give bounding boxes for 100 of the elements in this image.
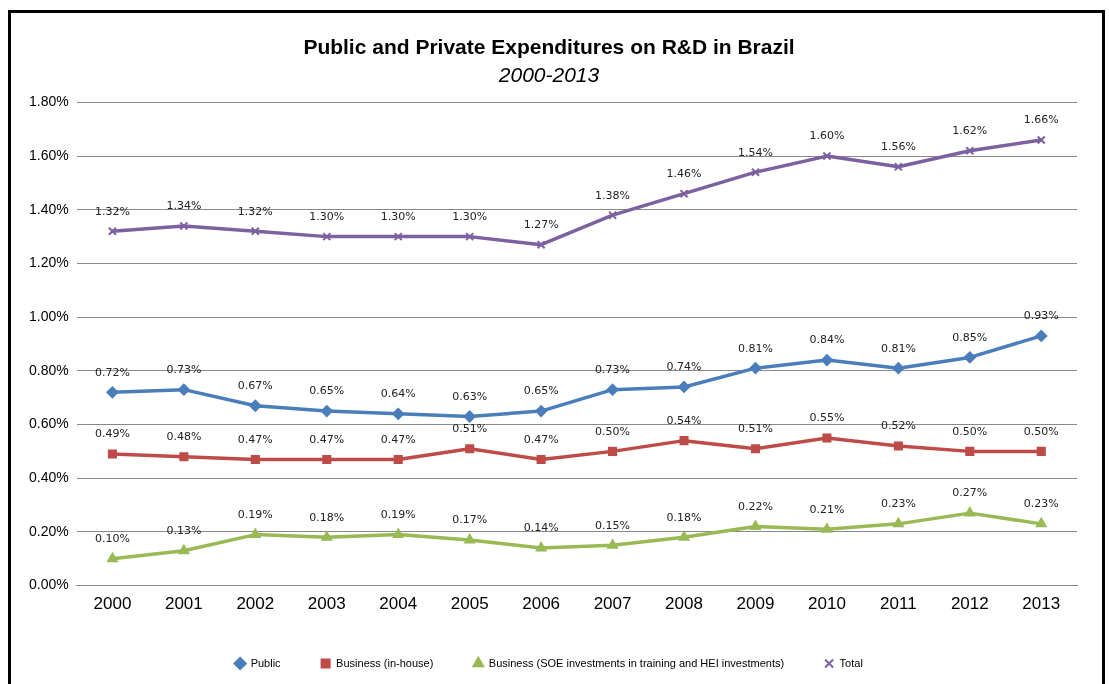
point [608,210,618,220]
point [107,449,117,459]
data-label: 0.47% [237,432,273,446]
data-label: 0.10% [94,532,130,546]
data-label: 0.51% [738,422,773,436]
point [106,386,119,399]
data-label: 0.15% [595,518,631,532]
point [1035,329,1048,342]
point [465,444,475,454]
point [107,552,118,563]
data-label: 0.55% [809,411,845,425]
point [392,407,405,420]
data-label: 0.54% [666,414,702,427]
y-tick-label: 1.40% [28,200,69,217]
point [678,531,690,541]
data-label: 0.50% [595,424,631,438]
point [679,189,689,199]
data-label: 1.38% [595,188,631,202]
point [750,520,761,531]
x-tick-label: 2009 [736,594,775,614]
data-label: 0.81% [738,341,773,355]
legend-label: Total [839,656,863,669]
data-label: 1.30% [380,209,416,223]
y-tick-label: 0.60% [28,415,69,432]
point [321,531,333,541]
data-label: 0.19% [380,507,416,521]
data-label: 0.14% [523,521,559,535]
point [892,362,905,375]
data-label: 0.74% [666,360,702,374]
data-label: 0.65% [523,384,559,398]
y-tick-label: 1.20% [28,254,69,271]
point [536,454,546,464]
point [893,162,903,172]
x-tick-label: 2008 [665,594,703,614]
data-label: 1.30% [452,209,488,223]
data-label: 0.50% [952,424,988,438]
data-label: 0.21% [809,502,845,516]
data-label: 0.47% [523,432,559,446]
point [249,399,262,412]
x-tick-label: 2006 [522,594,561,614]
y-tick-label: 1.60% [28,146,69,163]
point [464,533,475,544]
point [822,151,832,161]
data-label: 0.52% [880,419,916,433]
data-label: 1.56% [880,140,916,154]
data-label: 1.62% [952,124,988,138]
data-label: 0.65% [309,384,345,398]
x-tick-label: 2005 [450,594,489,614]
legend-label: Public [250,656,282,669]
data-label: 0.23% [880,497,916,511]
x-tick-label: 2004 [379,594,418,614]
data-label: 0.50% [1023,424,1059,438]
data-label: 0.49% [94,427,130,441]
point [320,405,333,418]
x-tick-label: 2000 [93,594,132,614]
point [1036,135,1046,145]
point [393,454,403,464]
data-label: 1.32% [94,204,130,218]
x-tick-label: 2013 [1022,594,1061,614]
data-label: 1.32% [237,204,273,218]
point [963,351,976,364]
point [608,446,618,456]
point [965,146,975,156]
data-label: 0.18% [309,510,345,524]
point [535,542,547,552]
data-label: 1.54% [738,145,773,159]
data-label: 0.13% [166,524,202,538]
x-tick-label: 2012 [950,594,989,614]
data-label: 0.72% [94,365,130,379]
point [322,232,332,242]
point [749,362,762,375]
point [322,454,332,464]
point [393,232,403,242]
data-label: 0.63% [452,389,488,403]
x-tick-label: 2001 [164,594,203,614]
point [179,452,189,462]
x-tick-label: 2007 [593,594,632,614]
data-label: 0.84% [809,333,845,347]
point [177,383,190,396]
data-label: 0.85% [952,330,988,344]
chart-title: Public and Private Expenditures on R&D in Brazil [303,35,795,59]
data-label: 1.66% [1023,113,1059,127]
legend-label: Business (SOE investments in training and HEI investments) [488,656,785,669]
data-label: 0.47% [380,432,416,446]
point [820,354,833,367]
point [750,167,761,177]
point [965,446,975,456]
data-label: 1.60% [809,129,845,143]
legend-label: Business (in-house) [336,656,434,669]
point [536,240,546,250]
point [893,441,903,451]
data-label: 0.19% [237,507,273,521]
point [465,232,475,242]
point [822,433,832,443]
data-label: 0.48% [166,430,202,444]
data-label: 1.27% [523,218,559,232]
y-tick-label: 0.40% [28,469,69,486]
data-label: 0.67% [237,379,273,393]
data-label: 1.34% [166,199,202,213]
y-tick-label: 1.00% [28,308,69,325]
